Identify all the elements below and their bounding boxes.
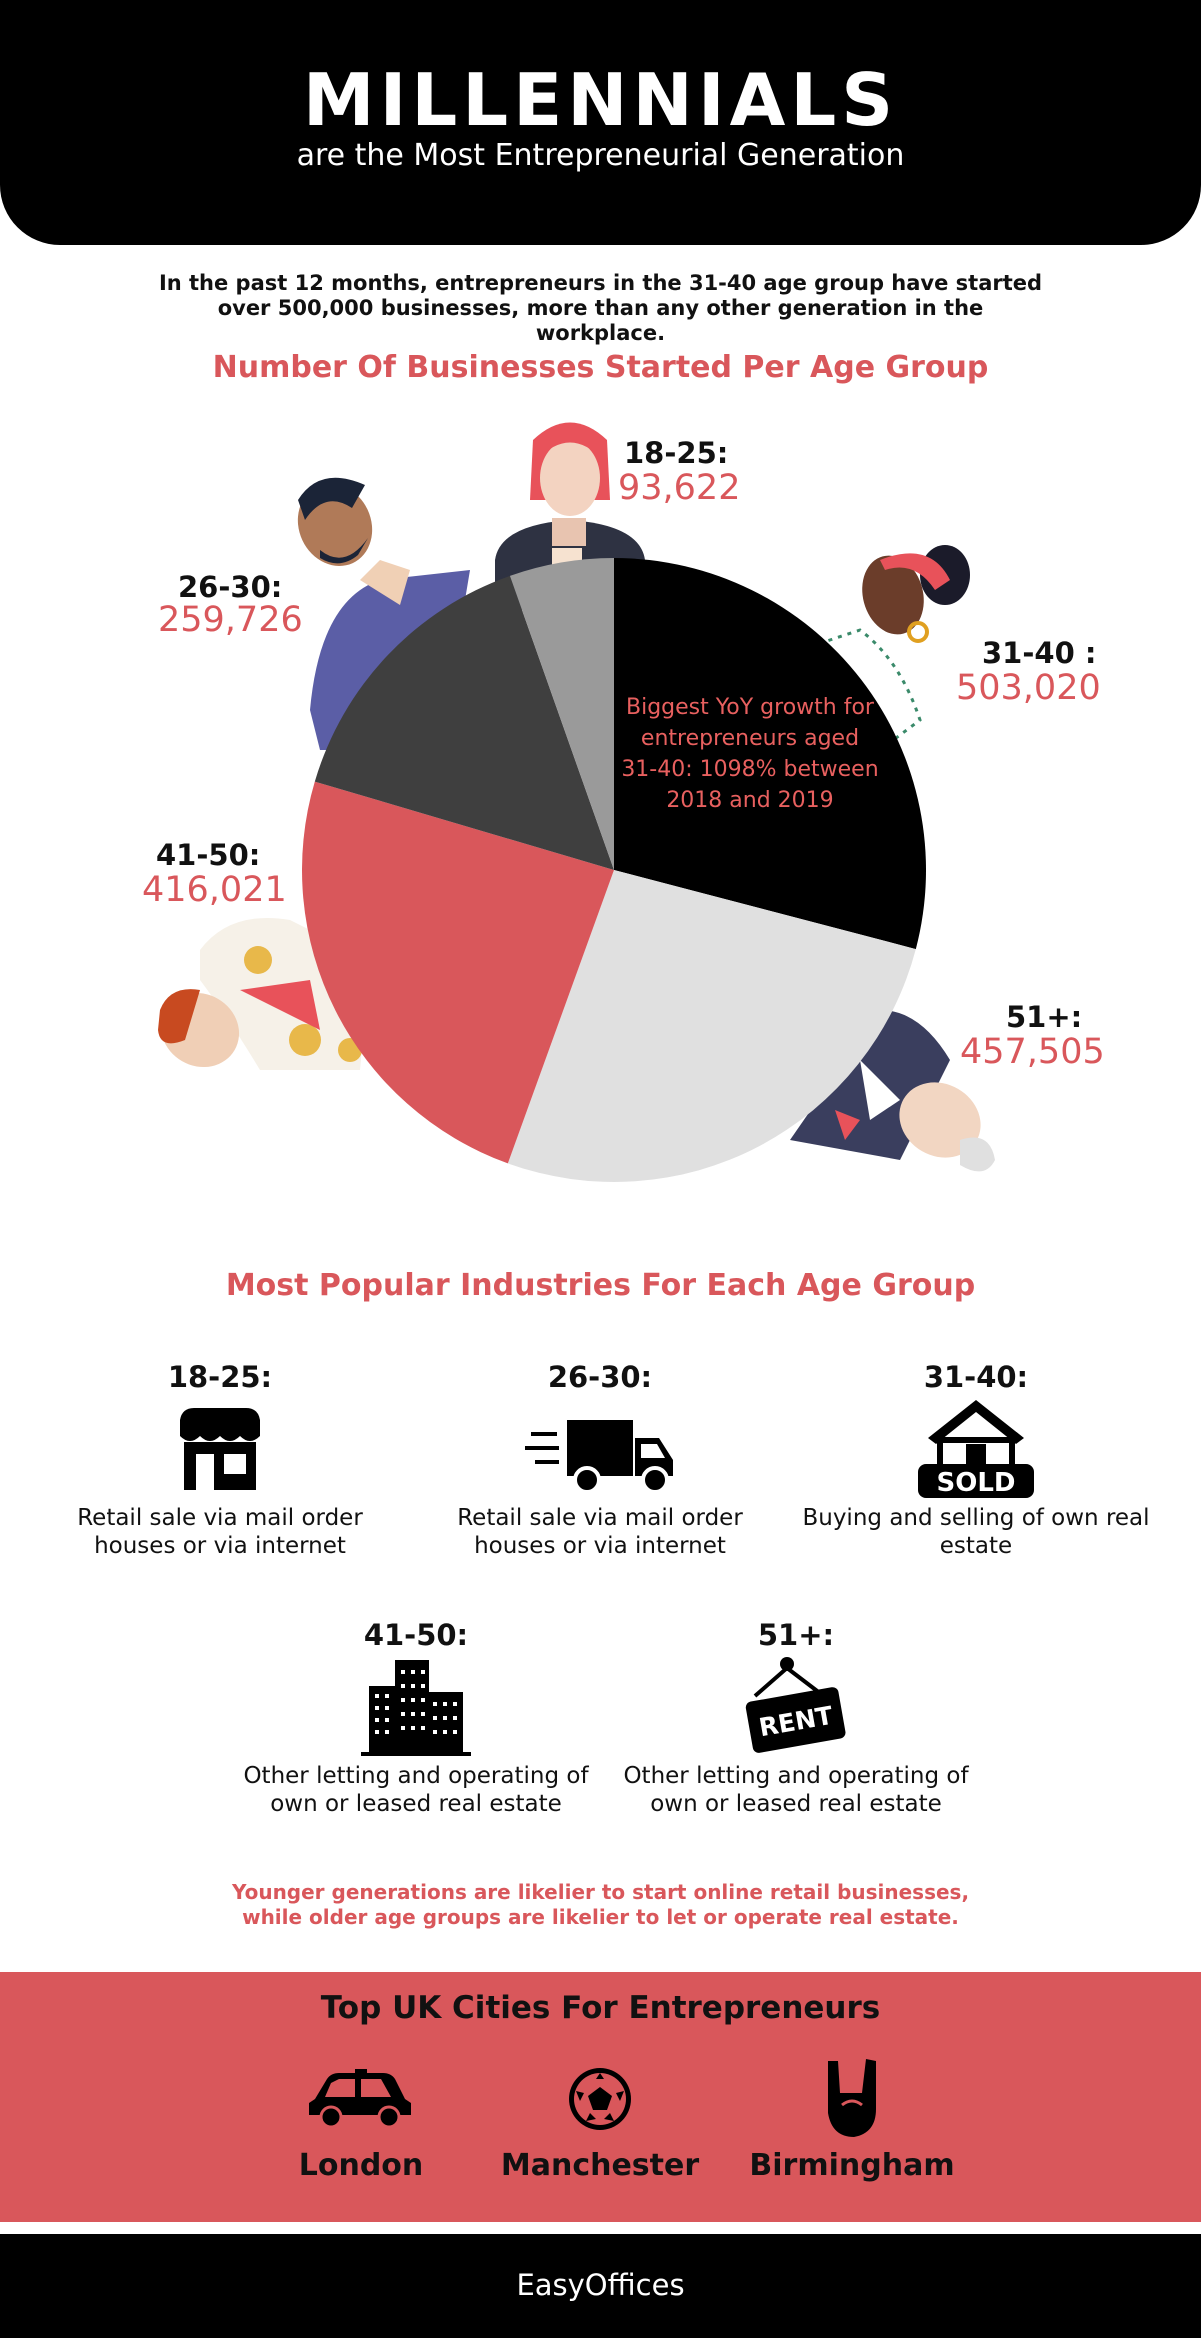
city-name: London [298,2148,424,2183]
football-icon [480,2060,720,2138]
intro-text: In the past 12 months, entrepreneurs in … [158,271,1043,345]
city-name: Manchester [500,2148,700,2183]
label-age-26-30: 26-30: [178,570,283,604]
house-sold-icon: SOLD [796,1400,1156,1498]
industry-item-26-30: 26-30: Retail sale via mail order houses… [420,1360,780,1560]
person-51-plus-illustration [790,1010,995,1172]
header-banner: MILLENNIALS are the Most Entrepreneurial… [0,0,1201,245]
footer: EasyOffices [0,2234,1201,2338]
industry-description: Other letting and operating of own or le… [623,1763,969,1817]
industry-item-31-40: 31-40: SOLD Buying and selling of own re… [796,1360,1156,1560]
industries-title: Most Popular Industries For Each Age Gro… [225,1268,976,1303]
label-age-51-plus: 51+: [1006,1000,1083,1034]
label-age-18-25: 18-25: [624,436,729,470]
value-age-41-50: 416,021 [142,870,287,910]
city-london: London [241,2060,481,2183]
city-manchester: Manchester [480,2060,720,2183]
industry-description: Buying and selling of own real estate [802,1505,1150,1559]
label-age-41-50: 41-50: [156,838,261,872]
delivery-truck-icon [420,1400,780,1496]
chart-title: Number Of Businesses Started Per Age Gro… [212,350,989,385]
industry-description: Retail sale via mail order houses or via… [457,1505,743,1559]
slice-51-plus [507,870,916,1182]
industry-age-label: 31-40: [923,1360,1029,1394]
value-age-18-25: 93,622 [618,468,741,508]
value-age-31-40: 503,020 [956,668,1101,708]
sold-sign-text: SOLD [937,1468,1016,1498]
value-age-26-30: 259,726 [158,600,303,640]
label-age-31-40: 31-40 : [982,636,1097,670]
industry-item-41-50: 41-50: Other letting and operati [236,1618,596,1818]
pie-chart [158,422,995,1182]
slice-31-40 [614,558,927,950]
industry-age-label: 18-25: [167,1360,273,1394]
cities-title: Top UK Cities For Entrepreneurs [320,1990,881,2026]
slice-41-50 [302,781,614,1164]
growth-annotation: Biggest YoY growth for entrepreneurs age… [621,695,879,813]
page-subtitle: are the Most Entrepreneurial Generation [296,138,905,173]
industry-description: Retail sale via mail order houses or via… [77,1505,363,1559]
rent-sign-icon: RENT [616,1657,976,1754]
brand-logo: EasyOffices [516,2268,685,2302]
taxi-cab-icon [241,2060,481,2138]
cities-section: Top UK Cities For Entrepreneurs London M… [0,1972,1201,2222]
rock-hand-icon [732,2059,972,2138]
industry-age-label: 26-30: [547,1360,653,1394]
office-buildings-icon [236,1658,596,1756]
industry-age-label: 51+: [757,1618,835,1652]
industry-description: Other letting and operating of own or le… [243,1763,589,1817]
industry-item-18-25: 18-25: Retail sale via mail order houses… [40,1360,400,1560]
page-title: MILLENNIALS [302,58,899,142]
value-age-51-plus: 457,505 [960,1032,1105,1072]
industry-item-51-plus: 51+: RENT Other letting and operating of… [616,1618,976,1818]
takeaway-text: Younger generations are likelier to star… [231,1880,970,1929]
city-name: Birmingham [749,2148,955,2183]
shop-icon [40,1400,400,1496]
slice-26-30 [314,575,614,870]
industry-age-label: 41-50: [363,1618,469,1652]
slice-18-25 [509,558,614,870]
pie-slices [302,558,927,1182]
city-birmingham: Birmingham [732,2059,972,2183]
